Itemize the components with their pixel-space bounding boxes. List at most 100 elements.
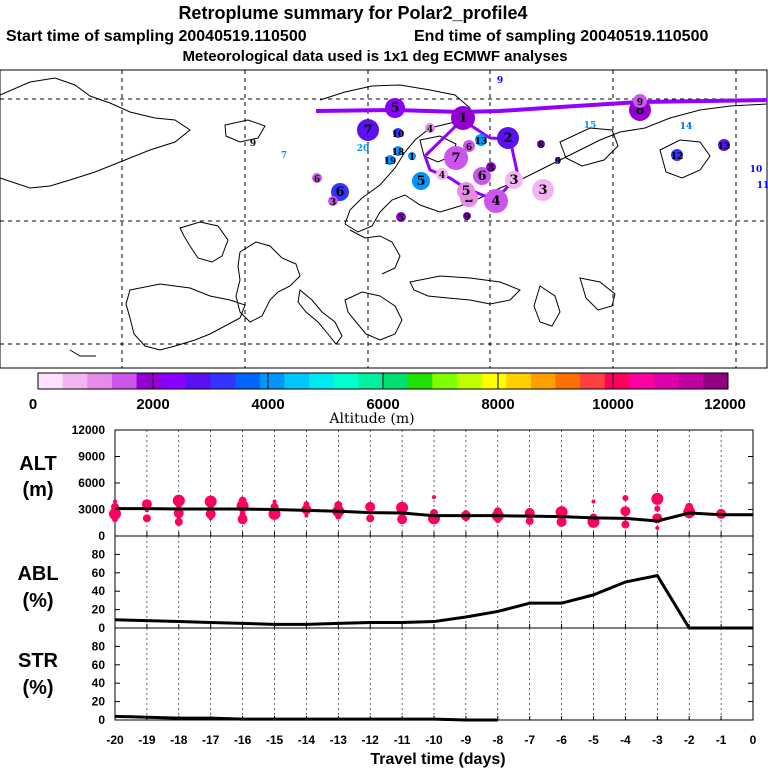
trajectory-cluster: 5 [412, 172, 430, 190]
map-graticule [0, 70, 767, 368]
altitude-spread-marker [175, 502, 182, 509]
altitude-spread-marker [365, 501, 376, 512]
cluster-label: 8 [538, 141, 544, 151]
cluster-circle [396, 212, 406, 222]
colorbar-swatch [530, 373, 556, 389]
cluster-label: 2 [503, 131, 512, 146]
cluster-circle [457, 182, 475, 200]
trajectory-cluster: 5 [396, 212, 406, 224]
cluster-label: 6 [466, 143, 472, 153]
colorbar-swatch [555, 373, 581, 389]
colorbar-swatch [284, 373, 310, 389]
x-tick-label: -2 [684, 733, 695, 747]
x-tick-label: -5 [588, 733, 599, 747]
x-tick-label: -10 [425, 733, 443, 747]
y-tick-label: 80 [92, 639, 106, 653]
trajectory-cluster: 19 [384, 155, 396, 167]
panel-alt: 0 3000 6000 9000 12000 ALT (m) [19, 423, 754, 543]
colorbar-swatch [383, 373, 409, 389]
altitude-spread-marker [304, 513, 309, 518]
trajectory-cluster: 9 [555, 157, 561, 167]
cluster-label: 11 [757, 181, 768, 191]
y-tick-label: 80 [92, 547, 106, 561]
cluster-label: 12 [671, 152, 684, 162]
trajectory-cluster: 4 [425, 123, 435, 135]
cluster-circle [555, 157, 561, 163]
altitude-spread-marker [397, 514, 408, 525]
colorbar-swatch [87, 373, 113, 389]
cluster-circle [473, 167, 491, 185]
colorbar-swatch [235, 373, 261, 389]
colorbar-tick-label: 4000 [251, 396, 284, 413]
cluster-circle [463, 140, 475, 152]
colorbar-swatch [407, 373, 433, 389]
end-time-label: End time of sampling 20040519.110500 [414, 28, 708, 45]
x-tick-label: -9 [461, 733, 472, 747]
panel-abl: 0 20 40 60 80 ABL (%) [17, 535, 754, 635]
cluster-label: 3 [538, 183, 547, 198]
series-line [115, 507, 753, 523]
cluster-label: 5 [398, 214, 404, 224]
cluster-circle [331, 183, 349, 201]
altitude-spread-marker [654, 505, 661, 512]
trajectory-cluster: 10 [750, 165, 763, 175]
y-tick-label: 0 [98, 713, 105, 727]
x-tick-label: -15 [266, 733, 284, 747]
x-tick-label: -11 [394, 733, 411, 747]
x-tick-label: -17 [202, 733, 220, 747]
met-data-label: Meteorological data used is 1x1 deg ECMW… [182, 48, 567, 65]
colorbar-swatch [333, 373, 359, 389]
colorbar-tick-label: 6000 [366, 396, 399, 413]
cluster-label: 9 [464, 213, 470, 223]
y-tick-label: 0 [98, 529, 105, 543]
altitude-spread-marker [174, 517, 183, 526]
trajectory-cluster: 9 [633, 94, 647, 108]
x-axis-label: Travel time (days) [370, 751, 505, 768]
altitude-spread-marker [142, 514, 151, 523]
cluster-label: 4 [491, 194, 500, 209]
cluster-circle [671, 149, 683, 161]
timeseries-panels: 030006000900012000ALT(m)020406080ABL(%)0… [17, 423, 756, 747]
trajectory-cluster: 6 [331, 183, 349, 201]
colorbar-tick-label: 12000 [704, 396, 746, 413]
y-tick-label: 40 [92, 676, 106, 690]
trajectory-cluster: 13 [718, 139, 730, 152]
cluster-label: 4 [427, 125, 433, 135]
colorbar-swatch [309, 373, 335, 389]
trajectory-cluster: 7 [281, 151, 287, 161]
x-tick-label: -13 [330, 733, 348, 747]
trajectory-cluster: 12 [671, 149, 684, 162]
altitude-spread-marker [432, 495, 436, 500]
cluster-label: 7 [363, 123, 372, 138]
cluster-circle [444, 146, 468, 170]
colorbar-swatch [580, 373, 606, 389]
y-tick-label: 20 [92, 603, 106, 617]
cluster-label: 9 [250, 139, 256, 149]
colorbar-swatch [654, 373, 680, 389]
x-axis: -20 -19 -18 -17 -16 -15 -14 -13 -12 -11 -10 -9 -8 -7-… [106, 733, 756, 747]
altitude-spread-marker [205, 508, 216, 519]
cluster-label: 20 [357, 144, 370, 154]
colorbar-swatch [358, 373, 384, 389]
colorbar-swatch [259, 373, 285, 389]
cluster-circle [463, 212, 471, 220]
cluster-circle [425, 123, 435, 133]
altitude-spread-marker [272, 499, 277, 504]
trajectory-cluster: 6 [473, 167, 491, 185]
x-tick-label: -3 [652, 733, 663, 747]
colorbar-swatch [703, 373, 729, 389]
colorbar-swatch [111, 373, 138, 389]
y-tick-label: 0 [98, 621, 105, 635]
trajectory-cluster: 8 [537, 140, 545, 151]
series-line [114, 714, 498, 722]
x-tick-label: -12 [362, 733, 380, 747]
altitude-spread-marker [141, 499, 152, 510]
colorbar-tick-label: 10000 [592, 396, 634, 413]
trajectory-cluster: 15 [584, 121, 597, 131]
colorbar-swatch [506, 373, 532, 389]
altitude-spread-marker [525, 516, 534, 525]
x-tick-label: -8 [492, 733, 503, 747]
cluster-label: 10 [750, 165, 763, 175]
trajectory-cluster: 9 [497, 76, 503, 86]
altitude-colorbar: 0 2000 4000 6000 8000 10000 12000 [29, 372, 746, 413]
